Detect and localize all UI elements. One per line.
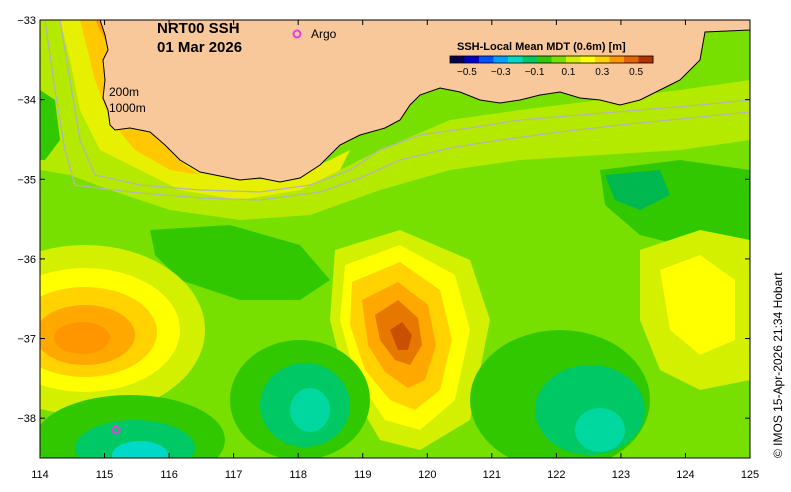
central-green-region — [150, 225, 330, 300]
eddy-west-core — [54, 322, 110, 354]
eddy-central-deep — [390, 322, 412, 350]
colorbar-frame — [449, 55, 654, 64]
ssh-field — [40, 20, 750, 458]
colorbar-tick-label: 0.5 — [629, 67, 643, 78]
cold-eddy-sw-core — [112, 441, 168, 458]
credit-text: © IMOS 15-Apr-2026 21:34 Hobart — [771, 272, 785, 458]
colorbar-swatch — [522, 56, 538, 63]
contour-label-200m: 200m — [109, 85, 139, 99]
x-axis: 114 115 116 117 118 119 120 121 122 123 124 125 — [31, 20, 759, 481]
west-green-region — [40, 90, 60, 160]
colorbar-swatch — [609, 56, 625, 63]
colorbar-ticks: −0.5 −0.3 −0.1 0.1 0.3 0.5 — [457, 67, 643, 78]
x-tick-label: 118 — [289, 469, 307, 481]
argo-float[interactable] — [111, 425, 121, 435]
colorbar-swatch — [566, 56, 581, 63]
map-date: 01 Mar 2026 — [157, 39, 242, 56]
plot-frame — [39, 19, 751, 459]
x-tick-label: 125 — [741, 469, 759, 481]
x-tick-label: 124 — [676, 469, 694, 481]
contour-1000m — [44, 20, 750, 201]
x-tick-label: 120 — [418, 469, 436, 481]
colorbar-tick-label: −0.1 — [525, 67, 545, 78]
x-tick-label: 117 — [225, 469, 243, 481]
east-yellow-inner — [660, 255, 735, 355]
colorbar-swatch — [450, 56, 465, 63]
cold-eddy-east-core — [575, 408, 625, 452]
colorbar-swatch — [638, 56, 654, 63]
colorbar-swatch — [624, 56, 639, 63]
colorbar-swatch — [479, 56, 494, 63]
x-tick-label: 115 — [96, 469, 114, 481]
colorbar-swatches — [450, 56, 654, 63]
x-tick-label: 121 — [483, 469, 501, 481]
argo-legend-icon — [292, 29, 302, 39]
colorbar-tick-label: 0.1 — [561, 67, 575, 78]
y-tick-label: −37 — [17, 334, 36, 346]
y-tick-label: −36 — [17, 254, 36, 266]
cold-eddy-sw-mid — [75, 420, 195, 458]
east-dark-green — [605, 170, 670, 210]
contour-200m — [59, 20, 750, 193]
colorbar: SSH-Local Mean MDT (0.6m) [m] −0.5 −0.3 −0… — [449, 41, 654, 78]
x-tick-label: 116 — [160, 469, 178, 481]
y-tick-label: −38 — [17, 413, 36, 425]
colorbar-swatch — [537, 56, 552, 63]
colorbar-swatch — [595, 56, 610, 63]
colorbar-swatch — [551, 56, 567, 63]
colorbar-swatch — [508, 56, 523, 63]
map-title: NRT00 SSH — [157, 20, 240, 37]
y-tick-label: −35 — [17, 174, 36, 186]
y-tick-label: −33 — [17, 15, 36, 27]
colorbar-tick-label: −0.3 — [491, 67, 511, 78]
colorbar-swatch — [493, 56, 509, 63]
colorbar-swatch — [464, 56, 480, 63]
x-tick-label: 114 — [31, 469, 49, 481]
colorbar-swatch — [580, 56, 596, 63]
x-tick-label: 122 — [547, 469, 565, 481]
cold-eddy-south-core — [290, 388, 330, 432]
x-tick-label: 119 — [354, 469, 372, 481]
x-tick-label: 123 — [612, 469, 630, 481]
colorbar-tick-label: 0.3 — [595, 67, 609, 78]
colorbar-tick-label: −0.5 — [457, 67, 477, 78]
y-tick-label: −34 — [17, 95, 36, 107]
y-axis: −33 −34 −35 −36 −37 −38 — [17, 15, 750, 425]
argo-legend-label: Argo — [311, 27, 337, 41]
contour-label-1000m: 1000m — [109, 101, 146, 115]
colorbar-title: SSH-Local Mean MDT (0.6m) [m] — [457, 41, 626, 53]
